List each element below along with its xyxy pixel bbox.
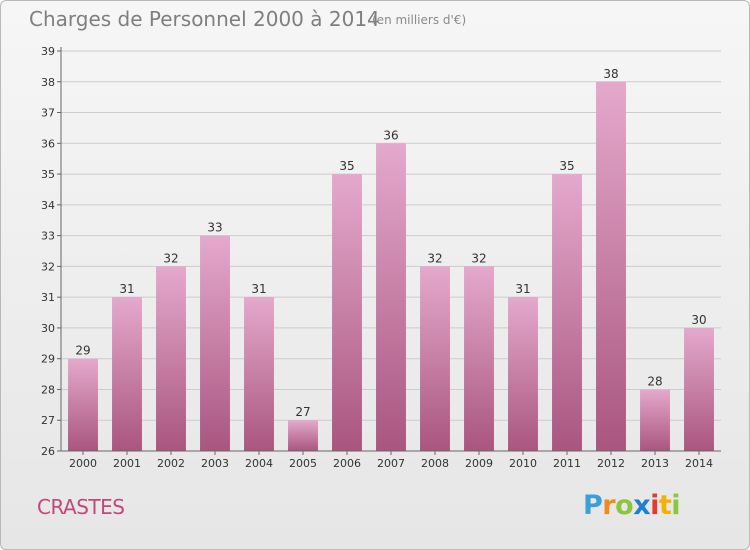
data-label: 31 (251, 282, 266, 296)
data-label: 28 (647, 374, 662, 388)
logo-letter: x (633, 490, 651, 521)
logo-letter: P (583, 490, 603, 521)
x-tick-label: 2003 (201, 457, 229, 470)
y-tick-label: 30 (41, 322, 55, 335)
y-tick-label: 37 (41, 107, 55, 120)
y-tick-label: 29 (41, 353, 55, 366)
x-tick-label: 2014 (685, 457, 713, 470)
bar (288, 420, 318, 451)
bar (68, 358, 98, 451)
logo-letter: t (658, 490, 672, 521)
bar (200, 235, 230, 451)
logo-letter: r (602, 490, 616, 521)
proxiti-logo[interactable]: Proxiti (583, 490, 681, 521)
x-tick-label: 2002 (157, 457, 185, 470)
x-tick-label: 2000 (69, 457, 97, 470)
bar (420, 266, 450, 451)
data-label: 35 (559, 159, 574, 173)
data-label: 32 (427, 251, 442, 265)
bar (112, 297, 142, 451)
chart-title: Charges de Personnel 2000 à 2014 (29, 7, 380, 31)
logo-letter: i (671, 490, 681, 521)
bar (464, 266, 494, 451)
bar (640, 389, 670, 451)
bar (596, 81, 626, 452)
y-tick-label: 28 (41, 383, 55, 396)
data-label: 35 (339, 159, 354, 173)
y-tick-label: 33 (41, 230, 55, 243)
x-tick-label: 2006 (333, 457, 361, 470)
y-tick-label: 35 (41, 168, 55, 181)
bar (376, 143, 406, 452)
data-label: 29 (75, 344, 90, 358)
x-tick-label: 2005 (289, 457, 317, 470)
data-label: 33 (207, 221, 222, 235)
y-tick-label: 31 (41, 291, 55, 304)
x-tick-label: 2008 (421, 457, 449, 470)
x-tick-label: 2010 (509, 457, 537, 470)
logo-letter: o (615, 490, 634, 521)
y-tick-label: 34 (41, 199, 55, 212)
y-tick-label: 27 (41, 414, 55, 427)
x-tick-label: 2011 (553, 457, 581, 470)
commune-name: CRASTES (37, 495, 125, 519)
y-tick-label: 26 (41, 445, 55, 458)
bar (332, 174, 362, 452)
data-label: 30 (691, 313, 706, 327)
chart-subtitle: (en milliers d'€) (372, 13, 467, 27)
data-label: 31 (515, 282, 530, 296)
data-label: 31 (119, 282, 134, 296)
data-label: 36 (383, 128, 398, 142)
x-tick-label: 2013 (641, 457, 669, 470)
y-tick-label: 38 (41, 76, 55, 89)
data-label: 27 (295, 405, 310, 419)
x-tick-label: 2009 (465, 457, 493, 470)
logo-letter: i (650, 490, 659, 521)
y-tick-label: 32 (41, 260, 55, 273)
data-label: 38 (603, 67, 618, 81)
bar (244, 297, 274, 451)
bar (552, 174, 582, 452)
x-tick-label: 2001 (113, 457, 141, 470)
x-tick-label: 2007 (377, 457, 405, 470)
x-tick-label: 2004 (245, 457, 273, 470)
y-tick-label: 39 (41, 45, 55, 58)
data-label: 32 (163, 251, 178, 265)
y-tick-label: 36 (41, 137, 55, 150)
bar (508, 297, 538, 451)
bar (156, 266, 186, 451)
x-tick-label: 2012 (597, 457, 625, 470)
bar (684, 327, 714, 451)
data-label: 32 (471, 251, 486, 265)
